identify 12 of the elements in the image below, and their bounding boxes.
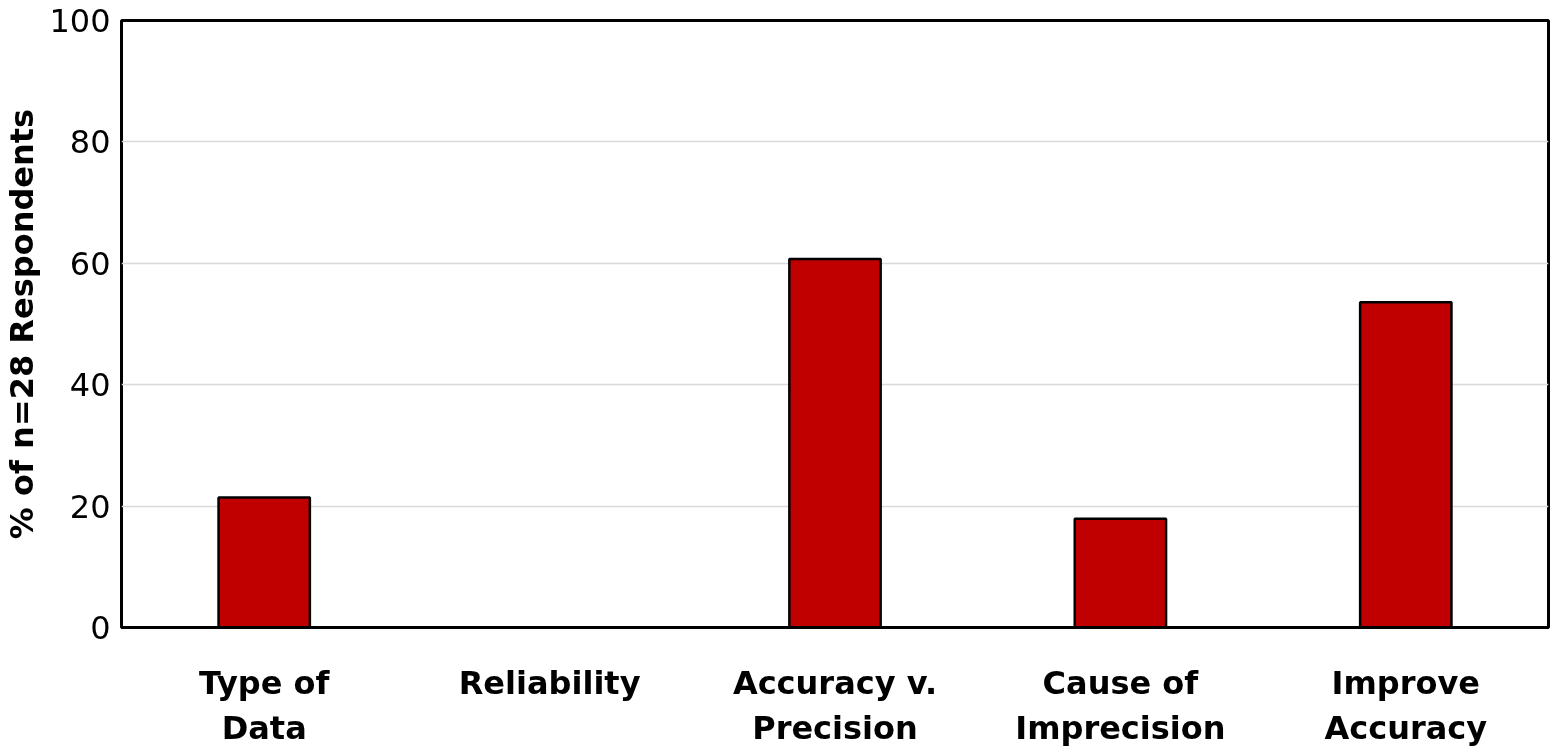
x-tick-label: Reliability [458,663,641,702]
y-axis-title: % of n=28 Respondents [3,108,42,540]
y-tick-label: 40 [69,366,111,405]
y-tick-label: 60 [69,244,111,283]
y-tick-label: 100 [49,2,111,40]
y-tick-label: 20 [69,487,111,526]
x-tick-label: Cause of Imprecision [1015,663,1226,748]
x-tick-label: Improve Accuracy [1324,663,1488,748]
y-tick-label: 0 [90,609,111,647]
x-tick-label: Type of Data [198,663,331,748]
x-tick-label: Accuracy v. Precision [732,663,938,748]
y-tick-label: 80 [69,123,111,162]
